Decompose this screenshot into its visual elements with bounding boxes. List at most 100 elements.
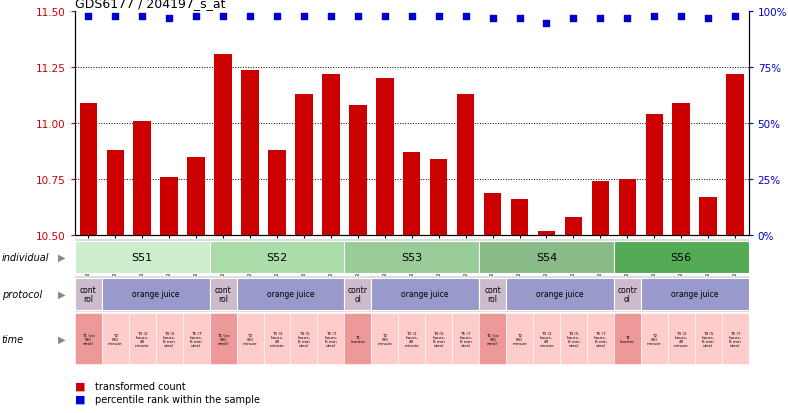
Point bbox=[540, 20, 552, 27]
Text: T5 (7
hours,
8 min
utes): T5 (7 hours, 8 min utes) bbox=[325, 331, 337, 347]
Text: orange juice: orange juice bbox=[401, 290, 449, 299]
Text: T1 (co
(90
ntrol): T1 (co (90 ntrol) bbox=[217, 333, 229, 345]
Text: T3 (2
hours,
49
minute: T3 (2 hours, 49 minute bbox=[404, 331, 419, 347]
Text: T3 (2
hours,
49
minute: T3 (2 hours, 49 minute bbox=[269, 331, 284, 347]
Bar bbox=[506, 278, 614, 311]
Text: T4 (5
hours,
8 min
utes): T4 (5 hours, 8 min utes) bbox=[567, 331, 580, 347]
Text: contr
ol: contr ol bbox=[617, 285, 637, 304]
Point bbox=[378, 14, 391, 20]
Point bbox=[433, 14, 445, 20]
Text: T5 (7
hours,
8 min
utes): T5 (7 hours, 8 min utes) bbox=[190, 331, 203, 347]
Bar bbox=[210, 241, 344, 273]
Text: cont
rol: cont rol bbox=[214, 285, 232, 304]
Point bbox=[325, 14, 337, 20]
Text: orange juice: orange juice bbox=[132, 290, 180, 299]
Point bbox=[109, 14, 121, 20]
Bar bbox=[695, 314, 722, 364]
Bar bbox=[452, 314, 479, 364]
Bar bbox=[592, 182, 609, 235]
Bar bbox=[80, 104, 97, 235]
Bar bbox=[161, 178, 178, 235]
Text: T2
(90
minute: T2 (90 minute bbox=[512, 333, 527, 345]
Bar bbox=[511, 200, 528, 235]
Bar bbox=[700, 197, 717, 235]
Bar bbox=[506, 314, 533, 364]
Bar bbox=[479, 314, 506, 364]
Bar bbox=[210, 278, 236, 311]
Bar bbox=[727, 75, 744, 235]
Bar bbox=[236, 278, 344, 311]
Point bbox=[594, 16, 607, 22]
Bar bbox=[614, 314, 641, 364]
Bar bbox=[403, 153, 421, 235]
Bar bbox=[156, 314, 183, 364]
Bar bbox=[672, 104, 690, 235]
Text: T2
(90
minute: T2 (90 minute bbox=[377, 333, 392, 345]
Bar bbox=[210, 314, 236, 364]
Bar bbox=[619, 180, 636, 235]
Bar bbox=[479, 278, 506, 311]
Text: T5 (7
hours,
8 min
utes): T5 (7 hours, 8 min utes) bbox=[729, 331, 742, 347]
Text: T2
(90
minute: T2 (90 minute bbox=[243, 333, 258, 345]
Bar bbox=[75, 314, 102, 364]
Bar bbox=[188, 157, 205, 235]
Text: T4 (5
hours,
8 min
utes): T4 (5 hours, 8 min utes) bbox=[702, 331, 715, 347]
Text: T1
(contro: T1 (contro bbox=[351, 335, 365, 343]
Bar bbox=[614, 278, 641, 311]
Bar bbox=[322, 75, 340, 235]
Bar bbox=[426, 314, 452, 364]
Text: T3 (2
hours,
49
minute: T3 (2 hours, 49 minute bbox=[674, 331, 689, 347]
Bar bbox=[291, 314, 318, 364]
Point bbox=[190, 14, 203, 20]
Text: ■: ■ bbox=[75, 381, 85, 391]
Text: protocol: protocol bbox=[2, 289, 42, 299]
Text: T4 (5
hours,
8 min
utes): T4 (5 hours, 8 min utes) bbox=[433, 331, 445, 347]
Bar bbox=[106, 151, 124, 235]
Text: T2
(90
minute: T2 (90 minute bbox=[108, 333, 123, 345]
Text: S52: S52 bbox=[266, 252, 288, 262]
Text: T5 (7
hours,
8 min
utes): T5 (7 hours, 8 min utes) bbox=[459, 331, 472, 347]
Text: T3 (2
hours,
49
minute: T3 (2 hours, 49 minute bbox=[539, 331, 554, 347]
Text: ▶: ▶ bbox=[58, 289, 65, 299]
Point bbox=[675, 14, 687, 20]
Bar bbox=[587, 314, 614, 364]
Text: individual: individual bbox=[2, 252, 49, 262]
Bar bbox=[128, 314, 156, 364]
Point bbox=[136, 14, 148, 20]
Bar bbox=[263, 314, 291, 364]
Text: percentile rank within the sample: percentile rank within the sample bbox=[95, 394, 259, 404]
Bar bbox=[376, 79, 393, 235]
Bar bbox=[484, 193, 501, 235]
Bar bbox=[565, 218, 582, 235]
Bar bbox=[371, 278, 479, 311]
Bar bbox=[236, 314, 263, 364]
Text: cont
rol: cont rol bbox=[484, 285, 501, 304]
Point bbox=[243, 14, 256, 20]
Bar bbox=[75, 241, 210, 273]
Text: T4 (5
hours,
8 min
utes): T4 (5 hours, 8 min utes) bbox=[298, 331, 310, 347]
Text: ■: ■ bbox=[75, 394, 85, 404]
Bar bbox=[344, 314, 371, 364]
Text: T3 (2
hours,
49
minute: T3 (2 hours, 49 minute bbox=[135, 331, 150, 347]
Text: T1 (co
(90
ntrol): T1 (co (90 ntrol) bbox=[486, 333, 499, 345]
Text: orange juice: orange juice bbox=[671, 290, 719, 299]
Bar bbox=[344, 278, 371, 311]
Text: S56: S56 bbox=[671, 252, 692, 262]
Point bbox=[217, 14, 229, 20]
Bar bbox=[641, 278, 749, 311]
Point bbox=[163, 16, 176, 22]
Text: T4 (5
hours,
8 min
utes): T4 (5 hours, 8 min utes) bbox=[163, 331, 176, 347]
Bar bbox=[75, 278, 102, 311]
Bar bbox=[318, 314, 344, 364]
Bar bbox=[344, 241, 479, 273]
Text: S53: S53 bbox=[401, 252, 422, 262]
Bar bbox=[214, 55, 232, 235]
Point bbox=[702, 16, 715, 22]
Bar bbox=[183, 314, 210, 364]
Point bbox=[351, 14, 364, 20]
Text: cont
rol: cont rol bbox=[80, 285, 97, 304]
Text: transformed count: transformed count bbox=[95, 381, 185, 391]
Point bbox=[270, 14, 283, 20]
Point bbox=[486, 16, 499, 22]
Text: ▶: ▶ bbox=[58, 252, 65, 262]
